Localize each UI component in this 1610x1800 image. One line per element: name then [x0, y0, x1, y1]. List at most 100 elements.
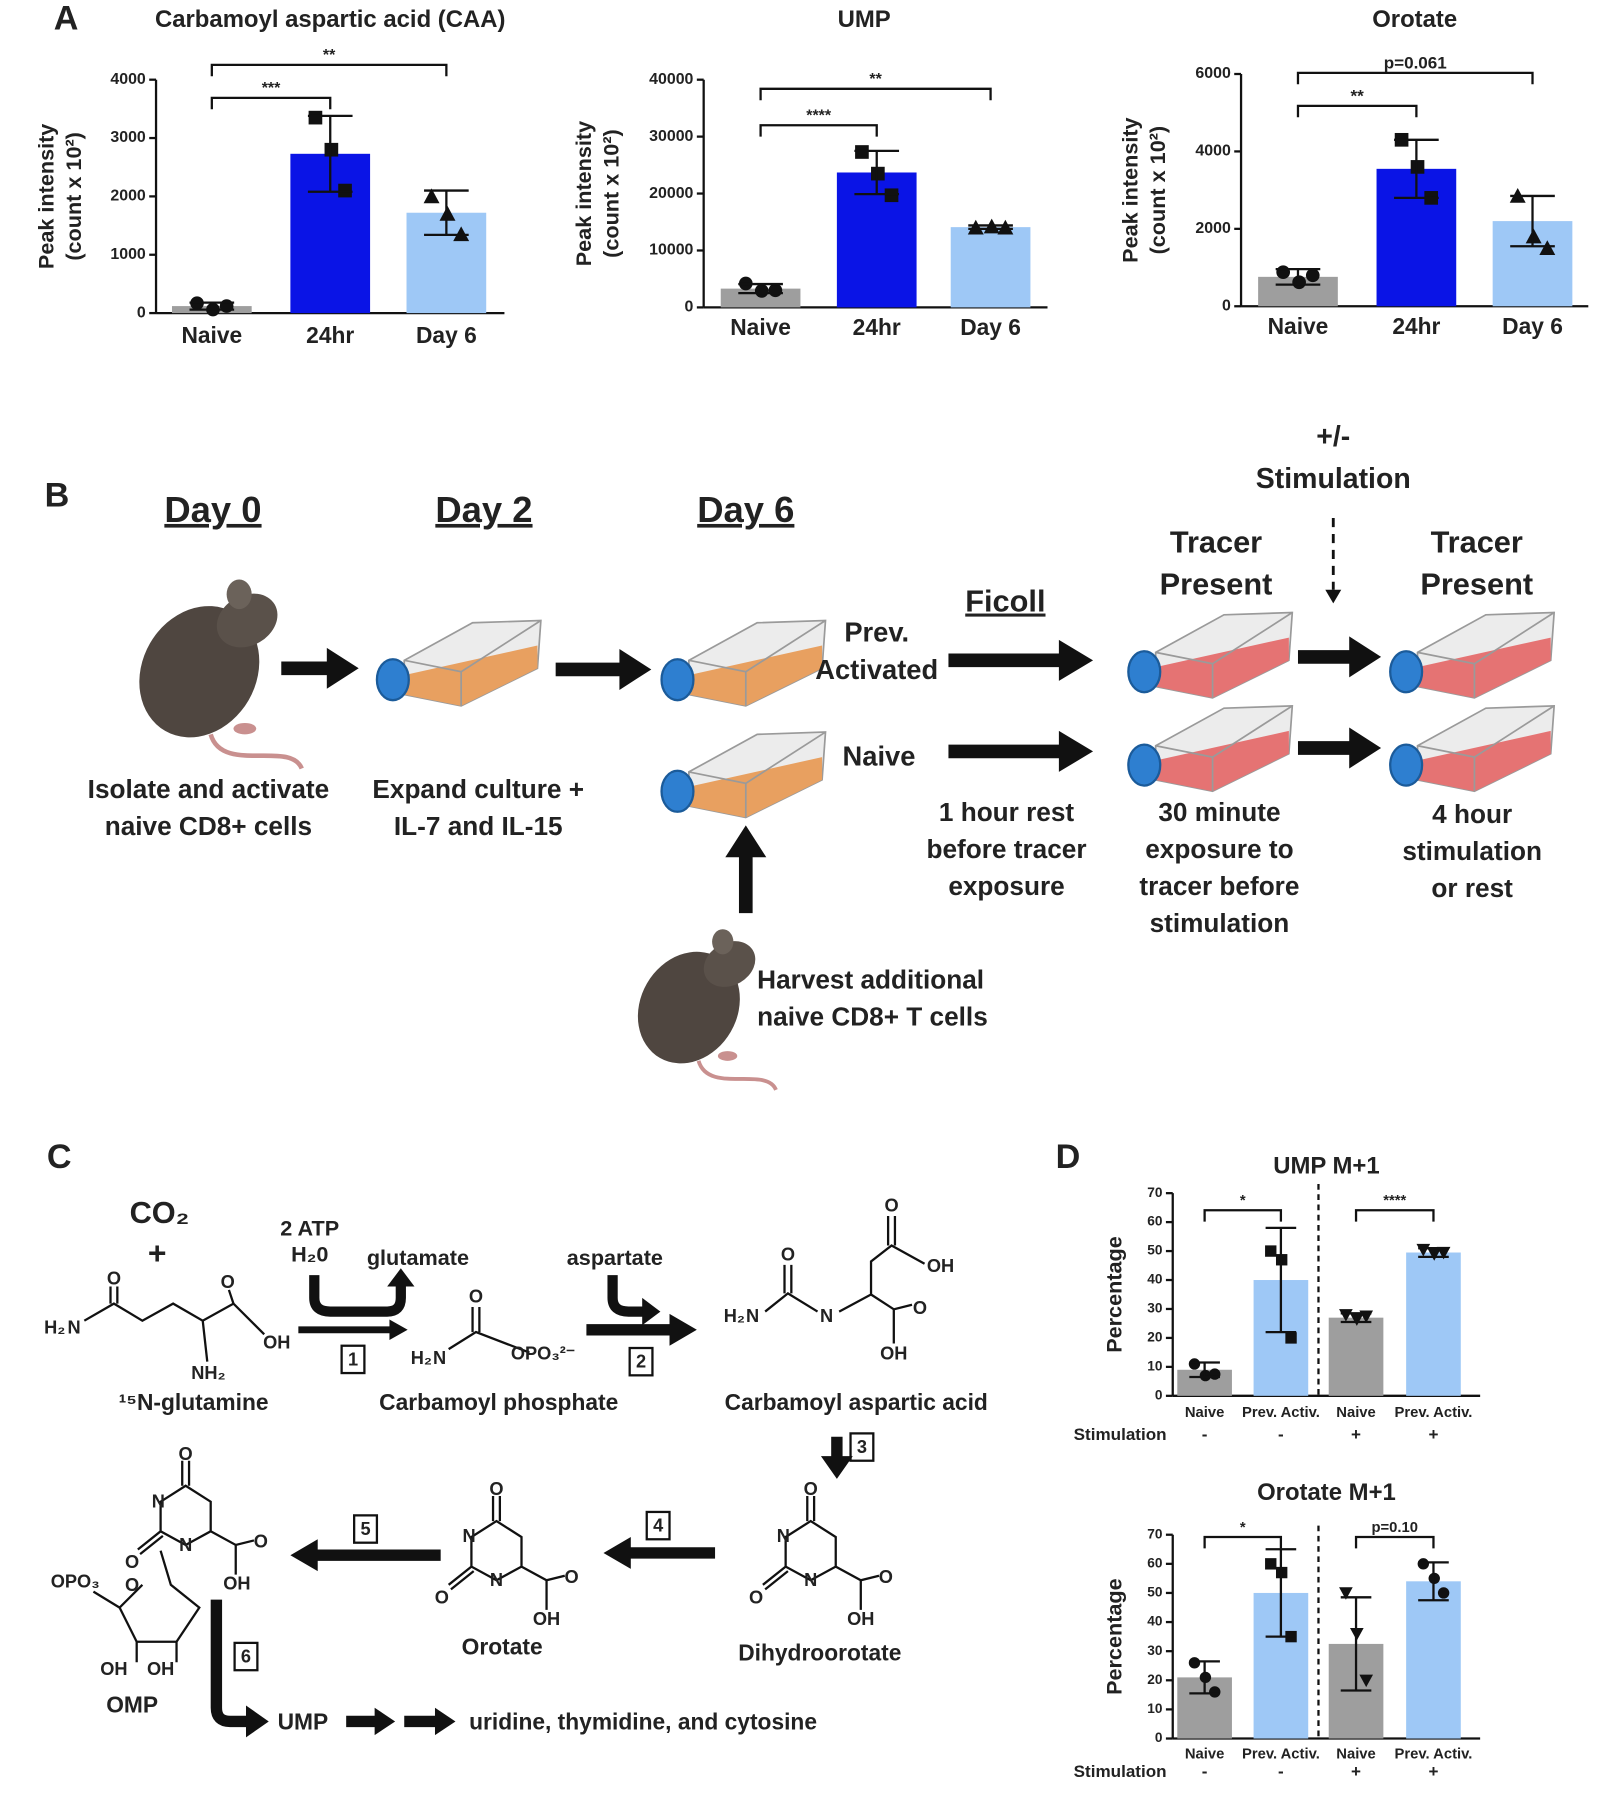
- bond: [762, 1496, 880, 1610]
- atom-label: O: [489, 1479, 503, 1499]
- arrow: [281, 647, 359, 689]
- atom-label: O: [804, 1479, 818, 1499]
- flask-edge: [1417, 705, 1555, 792]
- atom-label: O: [879, 1567, 893, 1587]
- data-point: [1285, 1332, 1297, 1344]
- bond: [92, 1550, 201, 1663]
- mouse-tail: [696, 1060, 778, 1091]
- atom-label: H₂: [411, 1348, 432, 1368]
- flask-edge: [688, 619, 826, 706]
- significance-bracket: [210, 96, 332, 110]
- y-tick-label: 60: [1147, 1214, 1163, 1229]
- atom-label: O: [107, 1269, 121, 1289]
- atom-label: N: [67, 1317, 80, 1337]
- step-number: 1: [348, 1349, 358, 1369]
- step-caption: exposure to: [1145, 834, 1293, 864]
- compound-name: Carbamoyl aspartic acid: [725, 1389, 988, 1415]
- x-tick-label: Prev. Activ.: [1242, 1746, 1320, 1762]
- curved-arrow: [607, 1275, 645, 1317]
- significance-bracket: [1203, 1535, 1283, 1549]
- stim-label: Stimulation: [1256, 463, 1411, 495]
- x-tick-label: 24hr: [853, 314, 901, 340]
- step-caption: 4 hour: [1432, 799, 1512, 829]
- subrow-title: Stimulation: [1074, 1425, 1167, 1444]
- step-caption: Isolate and activate: [88, 774, 329, 804]
- y-tick-label: 3000: [110, 129, 146, 146]
- step-box: [340, 1344, 366, 1375]
- x-tick-label: Naive: [1336, 1746, 1376, 1762]
- data-point: [1265, 1558, 1277, 1570]
- atom-label: O: [469, 1287, 483, 1307]
- bar: [1406, 1252, 1461, 1396]
- compound-name: OMP: [106, 1692, 158, 1718]
- atom-label: N: [179, 1535, 192, 1555]
- significance-label: ****: [1383, 1193, 1406, 1209]
- data-point: [1209, 1686, 1221, 1698]
- y-tick-label: 0: [1155, 1730, 1163, 1745]
- step-number: 2: [636, 1352, 646, 1372]
- mouse-tail: [208, 733, 304, 770]
- flask-cap: [1127, 743, 1162, 787]
- panel-label: D: [1056, 1138, 1081, 1176]
- atom-label: O: [254, 1532, 268, 1552]
- atom-label: O: [435, 1587, 449, 1607]
- data-point: [1276, 265, 1291, 280]
- ficoll-label: Ficoll: [965, 584, 1045, 619]
- flask-medium: [1417, 637, 1551, 698]
- flask-cap: [1127, 650, 1162, 694]
- data-point: [338, 183, 352, 198]
- y-axis-label: (count x 10²): [598, 129, 623, 258]
- atom-label: N: [490, 1570, 503, 1590]
- atom-label: OH: [533, 1609, 560, 1629]
- y-tick-label: 40: [1147, 1614, 1163, 1629]
- y-axis-label: Percentage: [1102, 1578, 1127, 1695]
- bar: [1328, 1317, 1384, 1396]
- flask-edge: [1155, 705, 1293, 792]
- significance-bracket: [1296, 104, 1418, 118]
- tracer-label: Present: [1160, 566, 1273, 601]
- step-caption: tracer before: [1139, 871, 1299, 901]
- plus: +: [148, 1235, 167, 1271]
- atom-label: O: [125, 1575, 139, 1595]
- arrow: [290, 1539, 441, 1572]
- y-tick-label: 70: [1147, 1526, 1163, 1541]
- group-label: Prev.: [844, 616, 909, 647]
- step-box: [353, 1514, 379, 1544]
- chart-title: Carbamoyl aspartic acid (CAA): [155, 6, 506, 33]
- error-bar: [1510, 194, 1555, 248]
- data-point: [967, 219, 984, 235]
- significance-label: **: [323, 47, 336, 64]
- y-tick-label: 60: [1147, 1555, 1163, 1570]
- tracer-label: Tracer: [1170, 524, 1262, 559]
- data-point: [1305, 268, 1320, 283]
- flask-edge: [1417, 611, 1555, 698]
- arrow: [1297, 727, 1382, 769]
- y-tick-label: 0: [685, 299, 694, 316]
- cofactor: 2 ATP: [280, 1215, 339, 1240]
- flask-edge: [688, 731, 826, 818]
- mouse-ear: [226, 579, 252, 610]
- y-tick-label: 0: [1222, 297, 1231, 314]
- panel-label: C: [47, 1138, 72, 1176]
- group-label: Naive: [843, 740, 916, 771]
- significance-label: ***: [262, 80, 281, 97]
- y-tick-label: 2000: [1195, 220, 1231, 237]
- significance-bracket: [1354, 1535, 1435, 1549]
- tracer-label: Present: [1420, 566, 1533, 601]
- atom-label: N: [777, 1526, 790, 1546]
- data-point: [1188, 1657, 1201, 1669]
- subrow-label: +: [1428, 1762, 1438, 1781]
- data-point: [453, 226, 470, 242]
- atom-label: OH: [880, 1344, 907, 1364]
- arrow: [1297, 636, 1382, 678]
- flask-medium: [1417, 730, 1551, 792]
- y-tick-label: 10000: [649, 242, 693, 259]
- subrow-label: -: [1278, 1425, 1284, 1444]
- significance-bracket: [210, 63, 448, 77]
- atom-label: O: [125, 1552, 139, 1572]
- atom-label: O: [179, 1444, 193, 1464]
- subrow-label: +: [1428, 1425, 1438, 1444]
- atom-label: OH: [263, 1332, 290, 1352]
- step-caption: before tracer: [927, 834, 1087, 864]
